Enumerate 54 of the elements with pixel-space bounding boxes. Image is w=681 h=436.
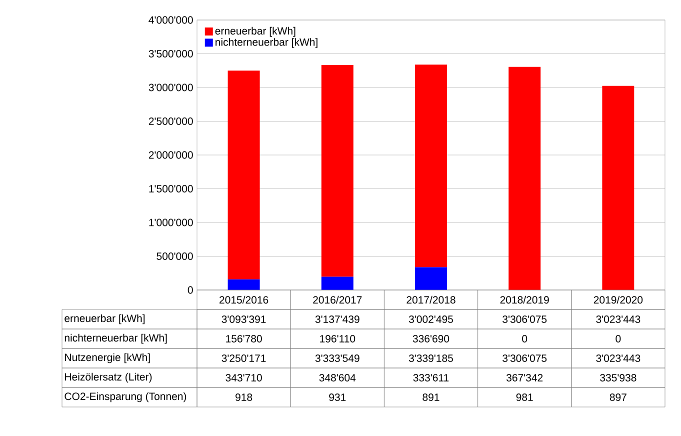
- y-tick-label: 3'000'000: [148, 84, 193, 92]
- text: 3'306'075: [502, 354, 547, 362]
- bar: [228, 70, 260, 280]
- y-tick-label: 1'000'000: [149, 218, 193, 226]
- bar: [415, 64, 447, 268]
- x-tick-label: 2017/2018: [406, 296, 456, 304]
- text: Nutzenergie [kWh]: [65, 353, 150, 364]
- bar: [321, 64, 354, 277]
- text: 3'333'549: [315, 354, 360, 362]
- text: 3'250'171: [222, 354, 266, 362]
- y-tick-label: 500'000: [156, 252, 193, 260]
- y-tick-label: 1'500'000: [149, 185, 193, 192]
- bar: [415, 267, 447, 290]
- bar: [602, 86, 634, 290]
- text: 335'938: [600, 374, 636, 382]
- text: 891: [422, 394, 440, 401]
- bar: [321, 276, 354, 290]
- data-label: 156'780: [226, 335, 262, 342]
- data-label: 0: [616, 335, 621, 342]
- text: 3'339'185: [408, 354, 453, 362]
- y-tick-label: 4'000'000: [148, 16, 193, 24]
- y-tick-label: 3'500'000: [148, 50, 193, 58]
- text: nichterneuerbar [kWh]: [64, 334, 167, 344]
- data-label: 3'306'075: [502, 316, 547, 323]
- text: CO2-Einsparung (Tonnen): [64, 392, 186, 402]
- text: erneuerbar [kWh]: [64, 314, 145, 324]
- bar: [508, 66, 541, 290]
- data-label: 336'690: [412, 335, 450, 342]
- data-label: 3'137'439: [315, 316, 360, 323]
- text: 333'611: [413, 374, 449, 382]
- data-label: 3'002'495: [408, 316, 453, 323]
- data-label: 3'093'391: [222, 316, 266, 323]
- x-tick-label: 2019/2020: [594, 296, 643, 304]
- text: 918: [236, 394, 252, 401]
- y-tick-label: 2'000'000: [148, 151, 193, 159]
- text: 343'710: [226, 374, 262, 382]
- text: 931: [329, 394, 346, 401]
- text: Heizölersatz (Liter): [65, 372, 152, 383]
- legend-label: erneuerbar [kWh]: [215, 26, 296, 37]
- text: 367'342: [506, 374, 543, 382]
- data-label: 3'023'443: [596, 316, 640, 323]
- bar: [228, 279, 260, 290]
- text: 981: [516, 394, 533, 401]
- text: 897: [610, 394, 626, 401]
- data-label: 0: [522, 335, 528, 342]
- y-tick-label: 2'500'000: [148, 118, 193, 125]
- legend-label: nichterneuerbar [kWh]: [216, 38, 318, 48]
- text: 348'604: [319, 374, 356, 382]
- text: 3'023'443: [596, 354, 640, 362]
- data-label: 196'110: [320, 335, 356, 342]
- x-tick-label: 2016/2017: [313, 296, 362, 304]
- y-tick-label: 0: [188, 286, 193, 294]
- x-tick-label: 2015/2016: [220, 296, 268, 304]
- x-tick-label: 2018/2019: [500, 296, 549, 304]
